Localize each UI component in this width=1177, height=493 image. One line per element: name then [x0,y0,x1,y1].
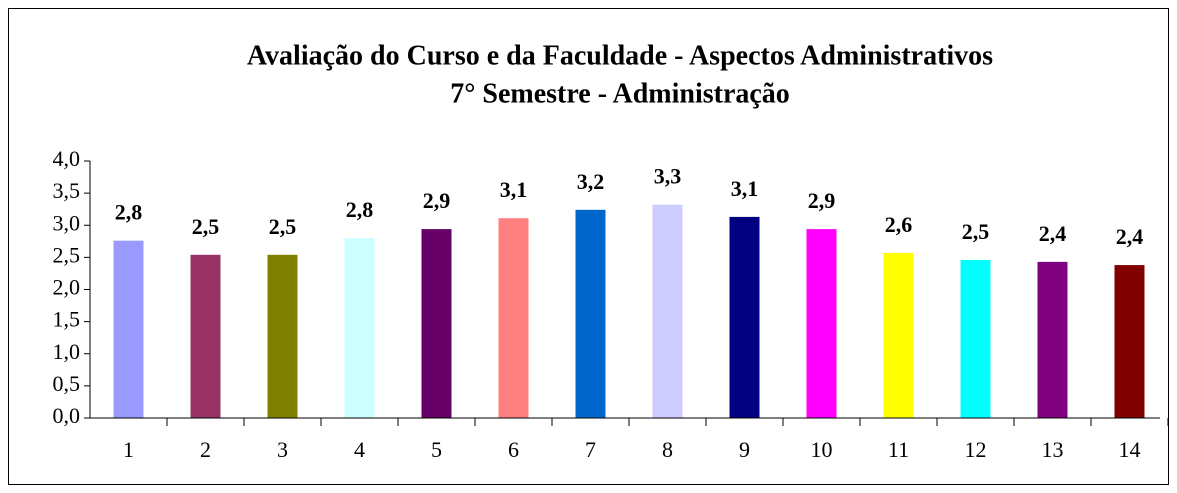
value-label: 2,5 [962,219,990,244]
x-tick-label: 7 [585,437,596,462]
x-tick-label: 13 [1042,437,1064,462]
x-tick-label: 4 [354,437,365,462]
bar [575,209,606,418]
bar [1037,261,1068,418]
x-tick-label: 9 [739,437,750,462]
bar [113,240,144,418]
bar [344,238,375,418]
bar [1114,265,1145,418]
value-label: 2,8 [346,197,374,222]
y-tick-label: 1,0 [53,339,81,364]
value-label: 2,8 [115,200,143,225]
value-label: 3,1 [731,176,759,201]
value-label: 2,9 [808,188,836,213]
y-tick-label: 3,5 [53,178,81,203]
y-tick-label: 1,5 [53,307,81,332]
value-label: 2,4 [1039,221,1067,246]
x-tick-label: 5 [431,437,442,462]
value-label: 3,1 [500,177,528,202]
bar [806,229,837,418]
bar [421,229,452,418]
bar [729,216,760,418]
y-tick-label: 4,0 [53,146,81,171]
y-tick-label: 3,0 [53,210,81,235]
x-tick-label: 12 [965,437,987,462]
x-tick-label: 10 [811,437,833,462]
chart-subtitle: 7° Semestre - Administração [450,78,790,109]
value-label: 2,9 [423,188,451,213]
bar [960,259,991,418]
value-label: 2,4 [1116,224,1144,249]
bar [652,204,683,418]
bar [190,254,221,418]
value-label: 2,5 [269,214,297,239]
y-tick-label: 0,5 [53,371,81,396]
chart-title: Avaliação do Curso e da Faculdade - Aspe… [247,40,993,71]
y-tick-label: 2,0 [53,275,81,300]
x-tick-label: 3 [277,437,288,462]
bar [498,218,529,418]
value-label: 3,2 [577,169,605,194]
x-tick-label: 11 [888,437,909,462]
value-label: 3,3 [654,164,682,189]
y-tick-label: 2,5 [53,242,81,267]
value-label: 2,6 [885,212,913,237]
y-tick-label: 0,0 [53,403,81,428]
bar [267,254,298,418]
x-tick-label: 6 [508,437,519,462]
x-tick-label: 14 [1119,437,1141,462]
bar [883,252,914,418]
value-label: 2,5 [192,214,220,239]
x-tick-label: 1 [123,437,134,462]
x-tick-label: 2 [200,437,211,462]
x-tick-label: 8 [662,437,673,462]
